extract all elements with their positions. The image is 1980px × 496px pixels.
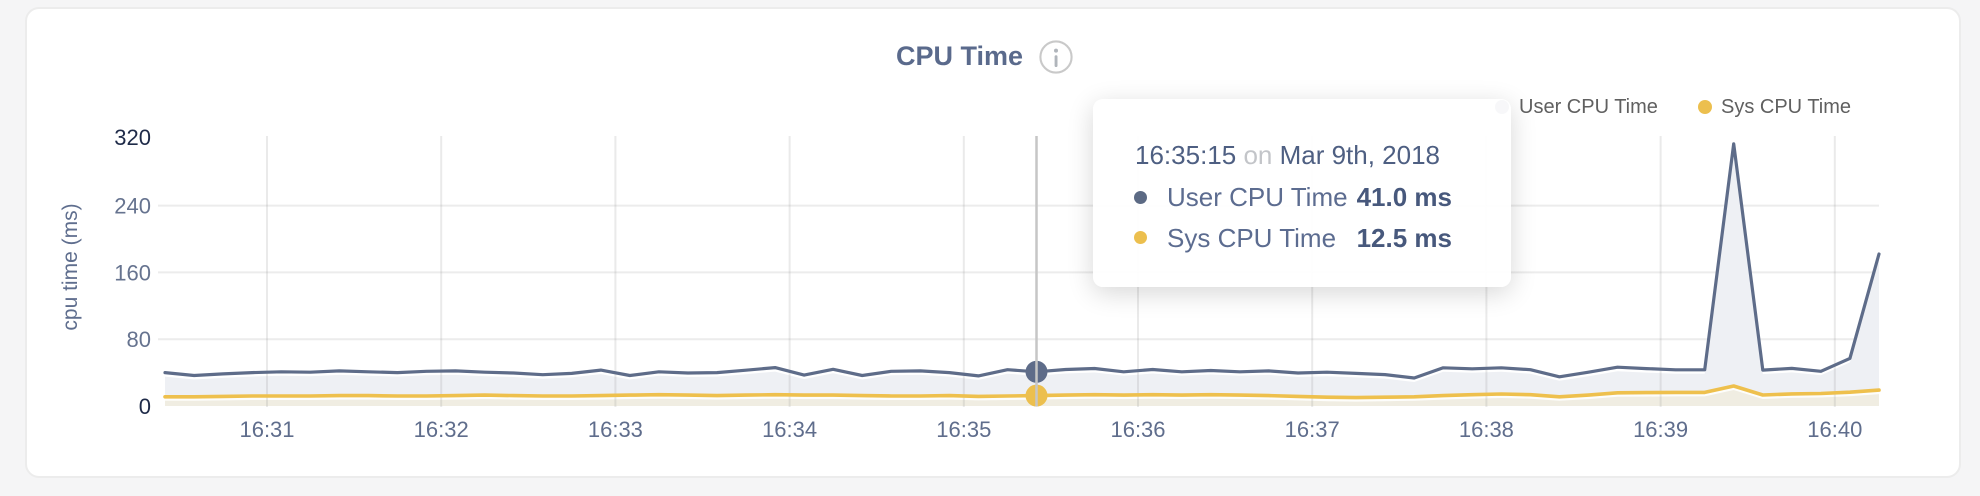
svg-text:240: 240	[114, 194, 151, 219]
svg-text:0: 0	[139, 394, 151, 419]
svg-text:16:38: 16:38	[1459, 417, 1514, 442]
svg-text:16:34: 16:34	[762, 417, 817, 442]
svg-text:16:35: 16:35	[936, 417, 991, 442]
svg-text:16:39: 16:39	[1633, 417, 1688, 442]
svg-text:16:40: 16:40	[1807, 417, 1862, 442]
svg-text:16:37: 16:37	[1285, 417, 1340, 442]
svg-text:16:36: 16:36	[1110, 417, 1165, 442]
svg-text:16:32: 16:32	[414, 417, 469, 442]
svg-text:16:33: 16:33	[588, 417, 643, 442]
svg-text:16:31: 16:31	[239, 417, 294, 442]
svg-text:160: 160	[114, 260, 151, 285]
svg-text:cpu time (ms): cpu time (ms)	[59, 203, 82, 330]
svg-text:320: 320	[114, 125, 151, 150]
svg-text:80: 80	[127, 327, 151, 352]
